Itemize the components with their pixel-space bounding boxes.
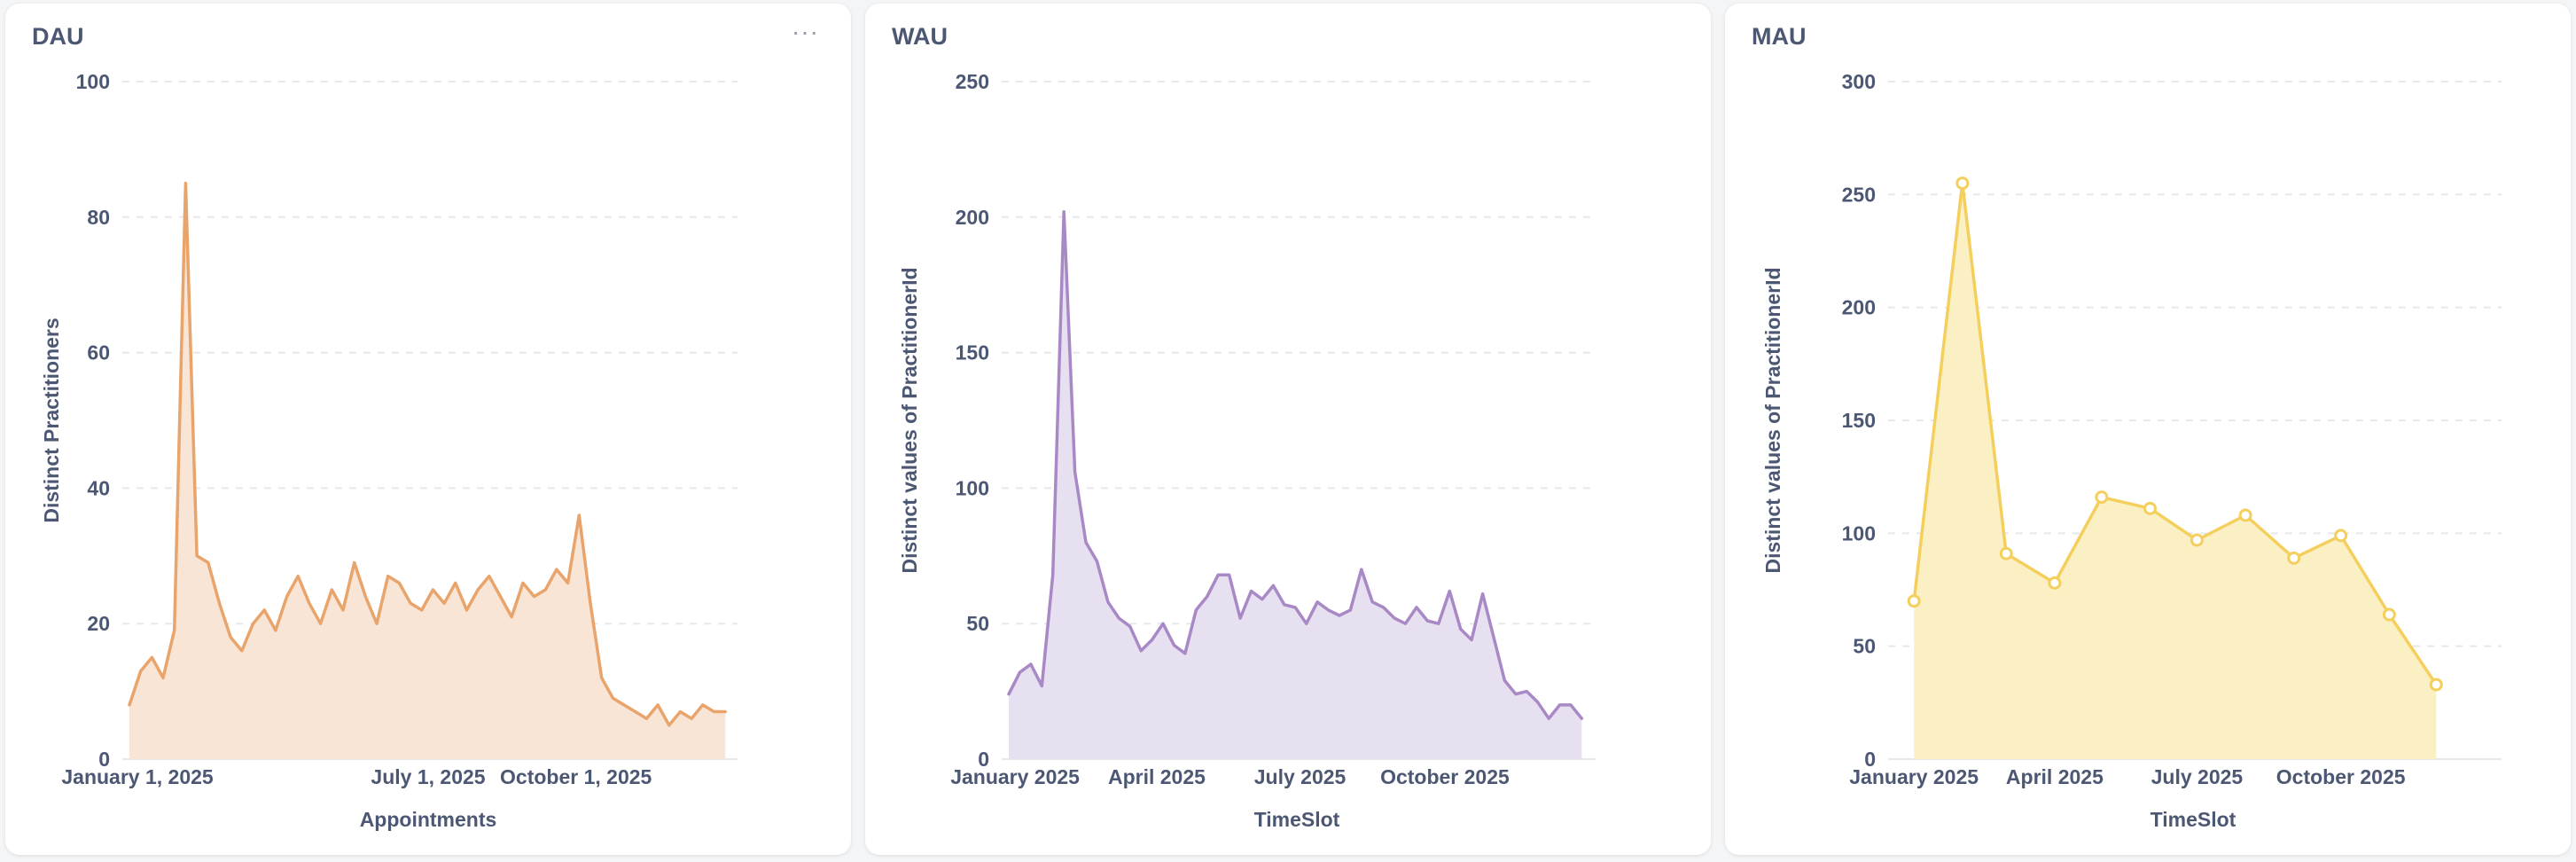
- wau-chart: 0 50 100 150 200 250 January 2025 April 2025 Jul…: [898, 70, 1596, 831]
- x-axis-label: TimeSlot: [2151, 808, 2236, 831]
- y-tick-label: 0: [98, 748, 110, 771]
- y-tick-label: 0: [1864, 748, 1876, 771]
- y-axis-label: Distinct values of PractitionerId: [1761, 267, 1784, 573]
- data-point[interactable]: [2190, 533, 2204, 547]
- y-axis-label: Distinct values of PractitionerId: [898, 267, 921, 573]
- x-axis-label: TimeSlot: [1254, 808, 1340, 831]
- y-axis-label: Distinct Practitioners: [40, 317, 63, 522]
- data-point[interactable]: [2382, 607, 2396, 622]
- dau-chart: 0 20 40 60 80 100 January 1, 2025 July 1, 2025 O…: [40, 70, 738, 831]
- series-line: [1007, 209, 1584, 720]
- series-line: [1912, 181, 2439, 686]
- y-tick-label: 150: [956, 341, 989, 364]
- chart-title: DAU: [32, 23, 84, 50]
- series-area: [1914, 183, 2437, 760]
- chart-title: WAU: [892, 23, 948, 50]
- y-tick-label: 20: [87, 612, 110, 635]
- x-tick-label: July 2025: [2151, 765, 2244, 788]
- data-point[interactable]: [2143, 501, 2157, 515]
- y-tick-label: 40: [87, 476, 110, 499]
- y-tick-label: 100: [1842, 521, 1876, 545]
- x-tick-label: July 1, 2025: [371, 765, 485, 788]
- x-tick-label: October 1, 2025: [500, 765, 652, 788]
- x-tick-label: January 1, 2025: [61, 765, 214, 788]
- data-point[interactable]: [1955, 176, 1970, 191]
- mau-chart: 0 50 100 150 200 250 300 January 2025 April 2025…: [1761, 70, 2502, 831]
- data-point[interactable]: [1907, 594, 1921, 608]
- x-tick-label: April 2025: [1108, 765, 1206, 788]
- mau-card: MAU 0 50 100 150 200 250 300 January 2025 April …: [1725, 4, 2571, 855]
- x-axis-label: Appointments: [360, 808, 497, 831]
- y-tick-label: 50: [1853, 635, 1876, 658]
- y-tick-label: 300: [1842, 70, 1876, 93]
- data-point[interactable]: [1999, 546, 2013, 560]
- x-tick-label: January 2025: [1849, 765, 1979, 788]
- x-tick-label: April 2025: [2006, 765, 2104, 788]
- y-tick-label: 200: [956, 206, 989, 229]
- data-point[interactable]: [2334, 529, 2348, 543]
- wau-card: WAU 0 50 100 150 200 250 January 2025 April 202…: [865, 4, 1711, 855]
- x-tick-label: July 2025: [1254, 765, 1347, 788]
- x-tick-label: January 2025: [950, 765, 1080, 788]
- y-tick-label: 80: [87, 206, 110, 229]
- data-point[interactable]: [2048, 576, 2062, 590]
- x-tick-label: October 2025: [2276, 765, 2406, 788]
- y-tick-label: 60: [87, 341, 110, 364]
- y-tick-label: 100: [76, 70, 110, 93]
- data-point[interactable]: [2287, 551, 2301, 565]
- y-tick-label: 250: [1842, 183, 1876, 206]
- x-tick-label: October 2025: [1380, 765, 1510, 788]
- series-area: [129, 183, 726, 760]
- data-point[interactable]: [2095, 490, 2109, 505]
- y-tick-label: 100: [956, 476, 989, 499]
- y-tick-label: 250: [956, 70, 989, 93]
- series-area: [1009, 211, 1582, 759]
- series-line: [128, 181, 727, 727]
- more-options-icon[interactable]: ···: [792, 18, 819, 45]
- y-tick-label: 0: [978, 748, 989, 771]
- y-tick-label: 150: [1842, 409, 1876, 432]
- chart-title: MAU: [1752, 23, 1807, 50]
- data-point[interactable]: [2238, 508, 2252, 522]
- y-tick-label: 50: [966, 612, 989, 635]
- dau-card: DAU ··· 0 20 40 60 80 100 January 1, 2025 July …: [5, 4, 851, 855]
- y-tick-label: 200: [1842, 296, 1876, 319]
- data-point[interactable]: [2429, 678, 2443, 692]
